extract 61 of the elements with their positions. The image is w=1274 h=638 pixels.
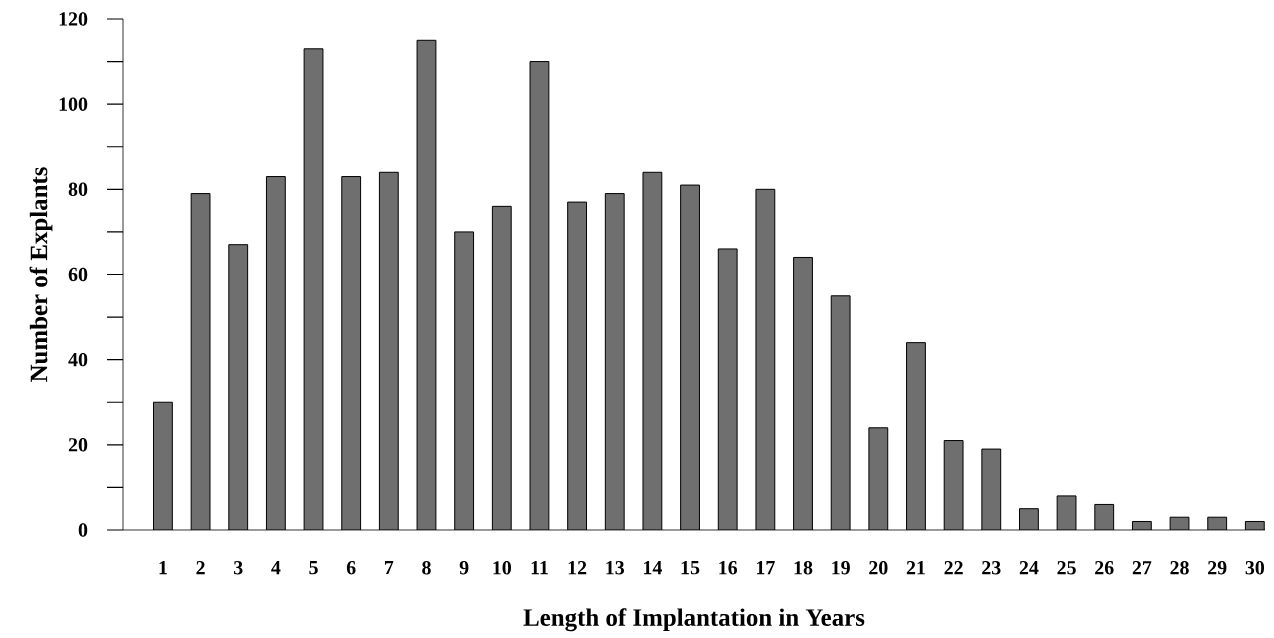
y-tick-label: 60 bbox=[68, 267, 88, 282]
x-tick-label: 6 bbox=[346, 561, 356, 575]
y-tick-label: 0 bbox=[78, 523, 88, 537]
bar bbox=[304, 48, 323, 531]
bar bbox=[530, 61, 549, 531]
x-tick-label: 25 bbox=[1057, 561, 1076, 575]
bar bbox=[831, 295, 851, 531]
x-tick-label: 27 bbox=[1132, 561, 1152, 575]
x-tick-label: 28 bbox=[1170, 561, 1189, 575]
bar bbox=[567, 202, 587, 531]
x-tick-label: 23 bbox=[982, 561, 1001, 575]
x-tick-label: 29 bbox=[1208, 561, 1227, 575]
x-tick-label: 20 bbox=[869, 561, 888, 575]
y-tick-label: 80 bbox=[68, 182, 88, 197]
x-tick-label: 5 bbox=[309, 561, 318, 575]
bar bbox=[1019, 508, 1039, 531]
bar bbox=[906, 342, 926, 531]
bar bbox=[680, 185, 700, 531]
x-tick-label: 30 bbox=[1245, 561, 1265, 575]
x-tick-label: 26 bbox=[1095, 561, 1114, 575]
x-tick-label: 16 bbox=[719, 561, 738, 575]
x-tick-label: 4 bbox=[271, 561, 281, 575]
x-tick-label: 21 bbox=[906, 561, 925, 575]
x-tick-label: 3 bbox=[233, 561, 243, 575]
x-tick-label: 17 bbox=[756, 561, 775, 575]
bar bbox=[755, 189, 775, 531]
bar bbox=[492, 206, 512, 531]
x-tick-label: 7 bbox=[384, 561, 394, 575]
x-tick-label: 18 bbox=[794, 561, 813, 575]
y-tick-label: 40 bbox=[68, 353, 88, 367]
bar bbox=[379, 172, 399, 531]
x-tick-label: 13 bbox=[606, 561, 625, 575]
x-tick-label: 1 bbox=[159, 561, 167, 575]
bar bbox=[341, 176, 361, 531]
x-tick-label: 11 bbox=[531, 561, 548, 575]
bar bbox=[793, 257, 813, 531]
y-tick-label: 20 bbox=[68, 438, 88, 452]
bar bbox=[191, 193, 210, 531]
x-tick-label: 9 bbox=[459, 561, 469, 575]
y-tick-label: 120 bbox=[59, 12, 88, 26]
x-tick-label: 22 bbox=[944, 561, 963, 575]
bar bbox=[642, 172, 662, 531]
x-tick-label: 12 bbox=[568, 561, 587, 575]
bar bbox=[266, 176, 286, 531]
bar bbox=[454, 231, 474, 531]
x-tick-label: 24 bbox=[1019, 561, 1039, 575]
bar bbox=[153, 402, 173, 531]
bar bbox=[228, 244, 248, 531]
x-tick-label: 10 bbox=[493, 561, 512, 575]
bar bbox=[605, 193, 625, 531]
bar bbox=[1094, 504, 1114, 531]
y-tick-label: 100 bbox=[59, 97, 88, 111]
x-tick-label: 8 bbox=[422, 561, 431, 575]
x-tick-label: 15 bbox=[681, 561, 700, 575]
x-tick-label: 2 bbox=[196, 561, 205, 575]
x-tick-label: 19 bbox=[832, 561, 850, 575]
bar bbox=[718, 249, 738, 531]
bar bbox=[417, 40, 436, 531]
y-axis-title: Number of Explants bbox=[29, 167, 53, 383]
x-tick-label: 14 bbox=[644, 561, 662, 575]
x-axis-title: Length of Implantation in Years bbox=[523, 608, 865, 632]
